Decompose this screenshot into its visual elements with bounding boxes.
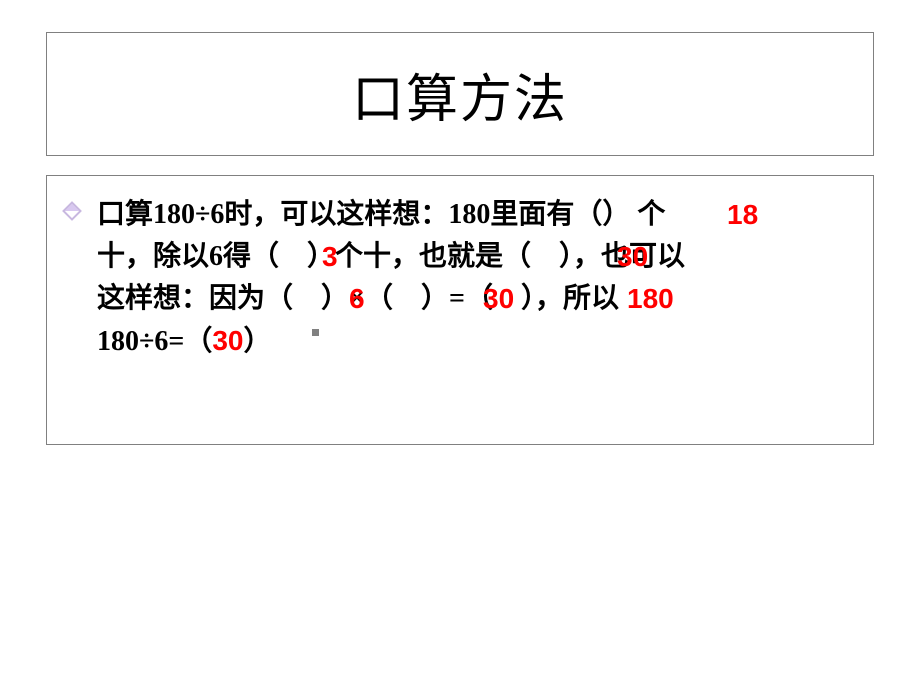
dot-icon [312,329,319,336]
text-segment: ） [243,326,271,357]
text-segment: 口算180÷6时，可以这样想：180里面有（ [97,199,602,230]
text-segment: 这样想：因为（ ） [97,283,349,314]
text-segment: 个十，也就是（ ） [335,241,573,272]
answer-4: 6 [349,278,365,320]
slide-title: 口算方法 [352,57,568,132]
text-segment: ，所以 [535,283,619,314]
answer-2: 3 [322,236,338,278]
answer-3: 30 [617,236,648,278]
text-segment: 个 [630,199,665,230]
content-body: 口算180÷6时，可以这样想：180里面有（） 个 十，除以6得（ ）个十，也就… [97,194,853,363]
text-segment: ） [602,199,630,230]
text-segment: 180÷6=（ [97,326,212,357]
bullet-icon [62,201,82,221]
text-segment: 十，除以6得（ ） [97,241,335,272]
answer-7: 30 [212,325,243,356]
title-container: 口算方法 [46,32,874,156]
content-container: 口算180÷6时，可以这样想：180里面有（） 个 十，除以6得（ ）个十，也就… [46,175,874,445]
answer-6: 180 [627,278,674,320]
answer-5: 30 [483,278,514,320]
answer-1: 18 [727,194,758,236]
